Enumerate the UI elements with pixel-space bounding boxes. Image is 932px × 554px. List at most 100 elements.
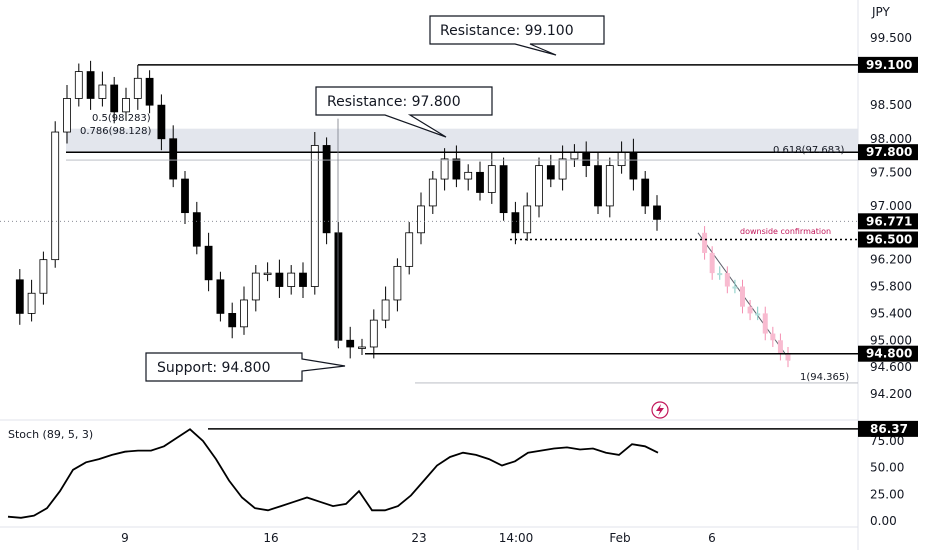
callout-resistance-high[interactable]: Resistance: 99.100 — [429, 15, 605, 56]
candle-up — [487, 165, 496, 193]
price-pane[interactable] — [0, 0, 858, 420]
candle-down — [157, 104, 166, 140]
time-tick-label: 16 — [263, 531, 278, 545]
candle-up — [535, 165, 543, 207]
price-tick-label: 94.200 — [870, 387, 912, 401]
candle-down — [511, 212, 520, 234]
candle-down — [181, 178, 189, 214]
price-tick-label: 98.500 — [870, 98, 912, 112]
projection-candle — [762, 313, 768, 334]
candle-down — [299, 272, 307, 287]
candle-up — [605, 165, 614, 207]
time-axis[interactable]: 9 16 23 14:00 Feb 6 — [121, 531, 716, 545]
fib-618-label: 0.618(97.683) — [773, 145, 845, 156]
candle-down — [641, 178, 650, 207]
callout-label: Resistance: 97.800 — [327, 94, 461, 110]
stoch-tick-label: 75.00 — [870, 434, 904, 448]
candle-up — [263, 272, 272, 275]
projection-candle — [740, 286, 745, 307]
time-tick-label: 6 — [708, 531, 716, 545]
price-badge-label: 99.100 — [866, 58, 912, 72]
price-badge — [858, 345, 918, 362]
candle-up — [74, 71, 83, 99]
candle-up — [51, 131, 60, 261]
candle-up — [369, 319, 378, 348]
time-tick-label: 14:00 — [499, 531, 534, 545]
candle-down — [653, 205, 661, 220]
stoch-tick-label: 25.00 — [870, 487, 904, 501]
candle-up — [464, 171, 473, 180]
candle-down — [476, 171, 484, 193]
candle-down — [145, 77, 154, 106]
price-tick-label: 94.600 — [870, 360, 912, 374]
candle-down — [228, 312, 237, 328]
projection-candle — [724, 273, 730, 287]
candle-up — [617, 151, 626, 167]
candle-down — [275, 272, 284, 287]
lightning-icon[interactable] — [651, 401, 669, 419]
projection-candle — [702, 232, 708, 253]
callout-resistance-low[interactable]: Resistance: 97.800 — [315, 86, 493, 138]
projection-candle — [747, 306, 753, 314]
price-badge — [858, 144, 918, 161]
price-tick-label: 96.200 — [870, 253, 912, 267]
price-badge-label: 96.500 — [866, 233, 912, 247]
price-badge-label: 96.771 — [866, 214, 912, 228]
stoch-badge — [858, 420, 918, 437]
callout-label: Resistance: 99.100 — [440, 23, 574, 39]
candle-up — [27, 292, 36, 314]
callout-box — [145, 352, 346, 382]
candle-up — [240, 299, 248, 328]
callout-label: Support: 94.800 — [157, 360, 271, 376]
stoch-label[interactable]: Stoch (89, 5, 3) — [8, 428, 93, 441]
price-axis[interactable]: 99.500 98.500 98.000 97.500 97.000 96.200 95.8… — [870, 31, 912, 401]
candle-down — [86, 71, 95, 99]
currency-label: JPY — [871, 5, 891, 19]
candle-down — [629, 151, 638, 180]
candle-down — [169, 138, 178, 180]
price-badge — [858, 231, 918, 248]
stoch-tick-label: 50.00 — [870, 461, 904, 475]
candle-up — [287, 272, 296, 287]
price-tick-label: 95.400 — [870, 306, 912, 320]
price-tick-label: 95.800 — [870, 280, 912, 294]
candle-down — [216, 279, 225, 314]
candle-up — [393, 265, 402, 301]
candle-down — [346, 339, 355, 348]
time-tick-label: 9 — [121, 531, 129, 545]
candle-up — [558, 158, 567, 180]
stoch-tick-label: 0.00 — [870, 514, 897, 528]
projection-candle — [777, 340, 783, 354]
callout-box — [429, 15, 605, 56]
price-tick-label: 95.000 — [870, 333, 912, 347]
price-badge — [858, 56, 918, 73]
price-badge — [858, 213, 918, 230]
downside-confirmation-label: downside confirmation — [740, 227, 831, 236]
candle-down — [204, 245, 213, 281]
candle-down — [546, 165, 555, 180]
projection-candle — [709, 252, 715, 274]
stoch-badge-label: 86.37 — [870, 422, 908, 436]
projection-candle — [732, 286, 738, 289]
candle-up — [570, 151, 579, 160]
candle-up — [251, 272, 260, 301]
resistance-zone — [66, 128, 858, 153]
candle-up — [428, 178, 437, 207]
stoch-pane — [7, 428, 858, 519]
callout-support[interactable]: Support: 94.800 — [145, 352, 346, 382]
projection-candle — [770, 333, 776, 341]
candle-down — [582, 151, 591, 167]
candle-down — [499, 165, 508, 214]
callout-box — [315, 86, 493, 138]
time-tick-label: Feb — [609, 531, 630, 545]
candle-down — [594, 165, 602, 207]
stoch-axis: 75.00 50.00 25.00 0.00 86.37 — [858, 420, 918, 528]
price-tick-label: 97.500 — [870, 165, 912, 179]
candle-up — [39, 259, 48, 294]
projection-candle — [717, 273, 723, 276]
fib-left-label-1: 0.5(98.283) — [92, 113, 151, 124]
price-badges: 99.100 97.800 96.771 96.500 94.800 — [858, 56, 918, 362]
stoch-line — [7, 428, 659, 519]
